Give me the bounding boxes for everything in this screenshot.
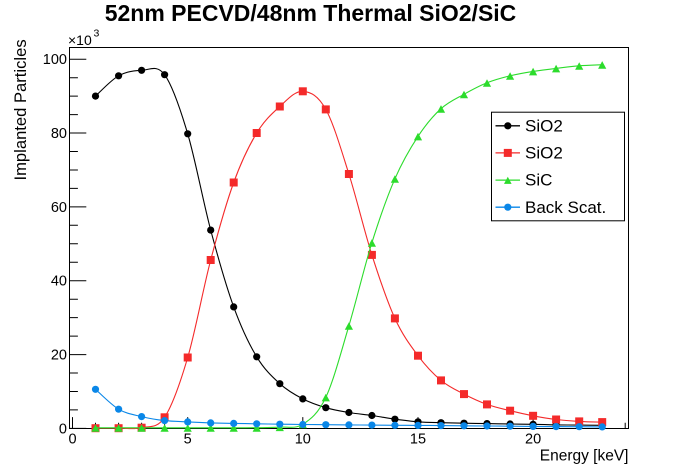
svg-text:0: 0: [59, 421, 67, 437]
svg-text:10: 10: [295, 432, 311, 448]
svg-text:×10: ×10: [68, 32, 92, 48]
svg-text:Implanted Particles: Implanted Particles: [11, 39, 30, 180]
svg-text:20: 20: [525, 432, 541, 448]
svg-text:0: 0: [68, 432, 76, 448]
svg-text:SiO2: SiO2: [525, 116, 563, 135]
svg-text:Back Scat.: Back Scat.: [525, 198, 606, 217]
svg-text:60: 60: [51, 200, 67, 216]
svg-text:40: 40: [51, 274, 67, 290]
svg-text:100: 100: [43, 52, 67, 68]
svg-text:Energy [keV]: Energy [keV]: [540, 448, 629, 465]
svg-text:SiC: SiC: [525, 171, 552, 190]
svg-text:3: 3: [94, 28, 100, 40]
svg-text:5: 5: [184, 432, 192, 448]
svg-text:15: 15: [410, 432, 426, 448]
svg-text:20: 20: [51, 348, 67, 364]
svg-text:80: 80: [51, 126, 67, 142]
svg-text:SiO2: SiO2: [525, 144, 563, 163]
svg-text:52nm PECVD/48nm Thermal SiO2/S: 52nm PECVD/48nm Thermal SiO2/SiC: [105, 0, 517, 26]
